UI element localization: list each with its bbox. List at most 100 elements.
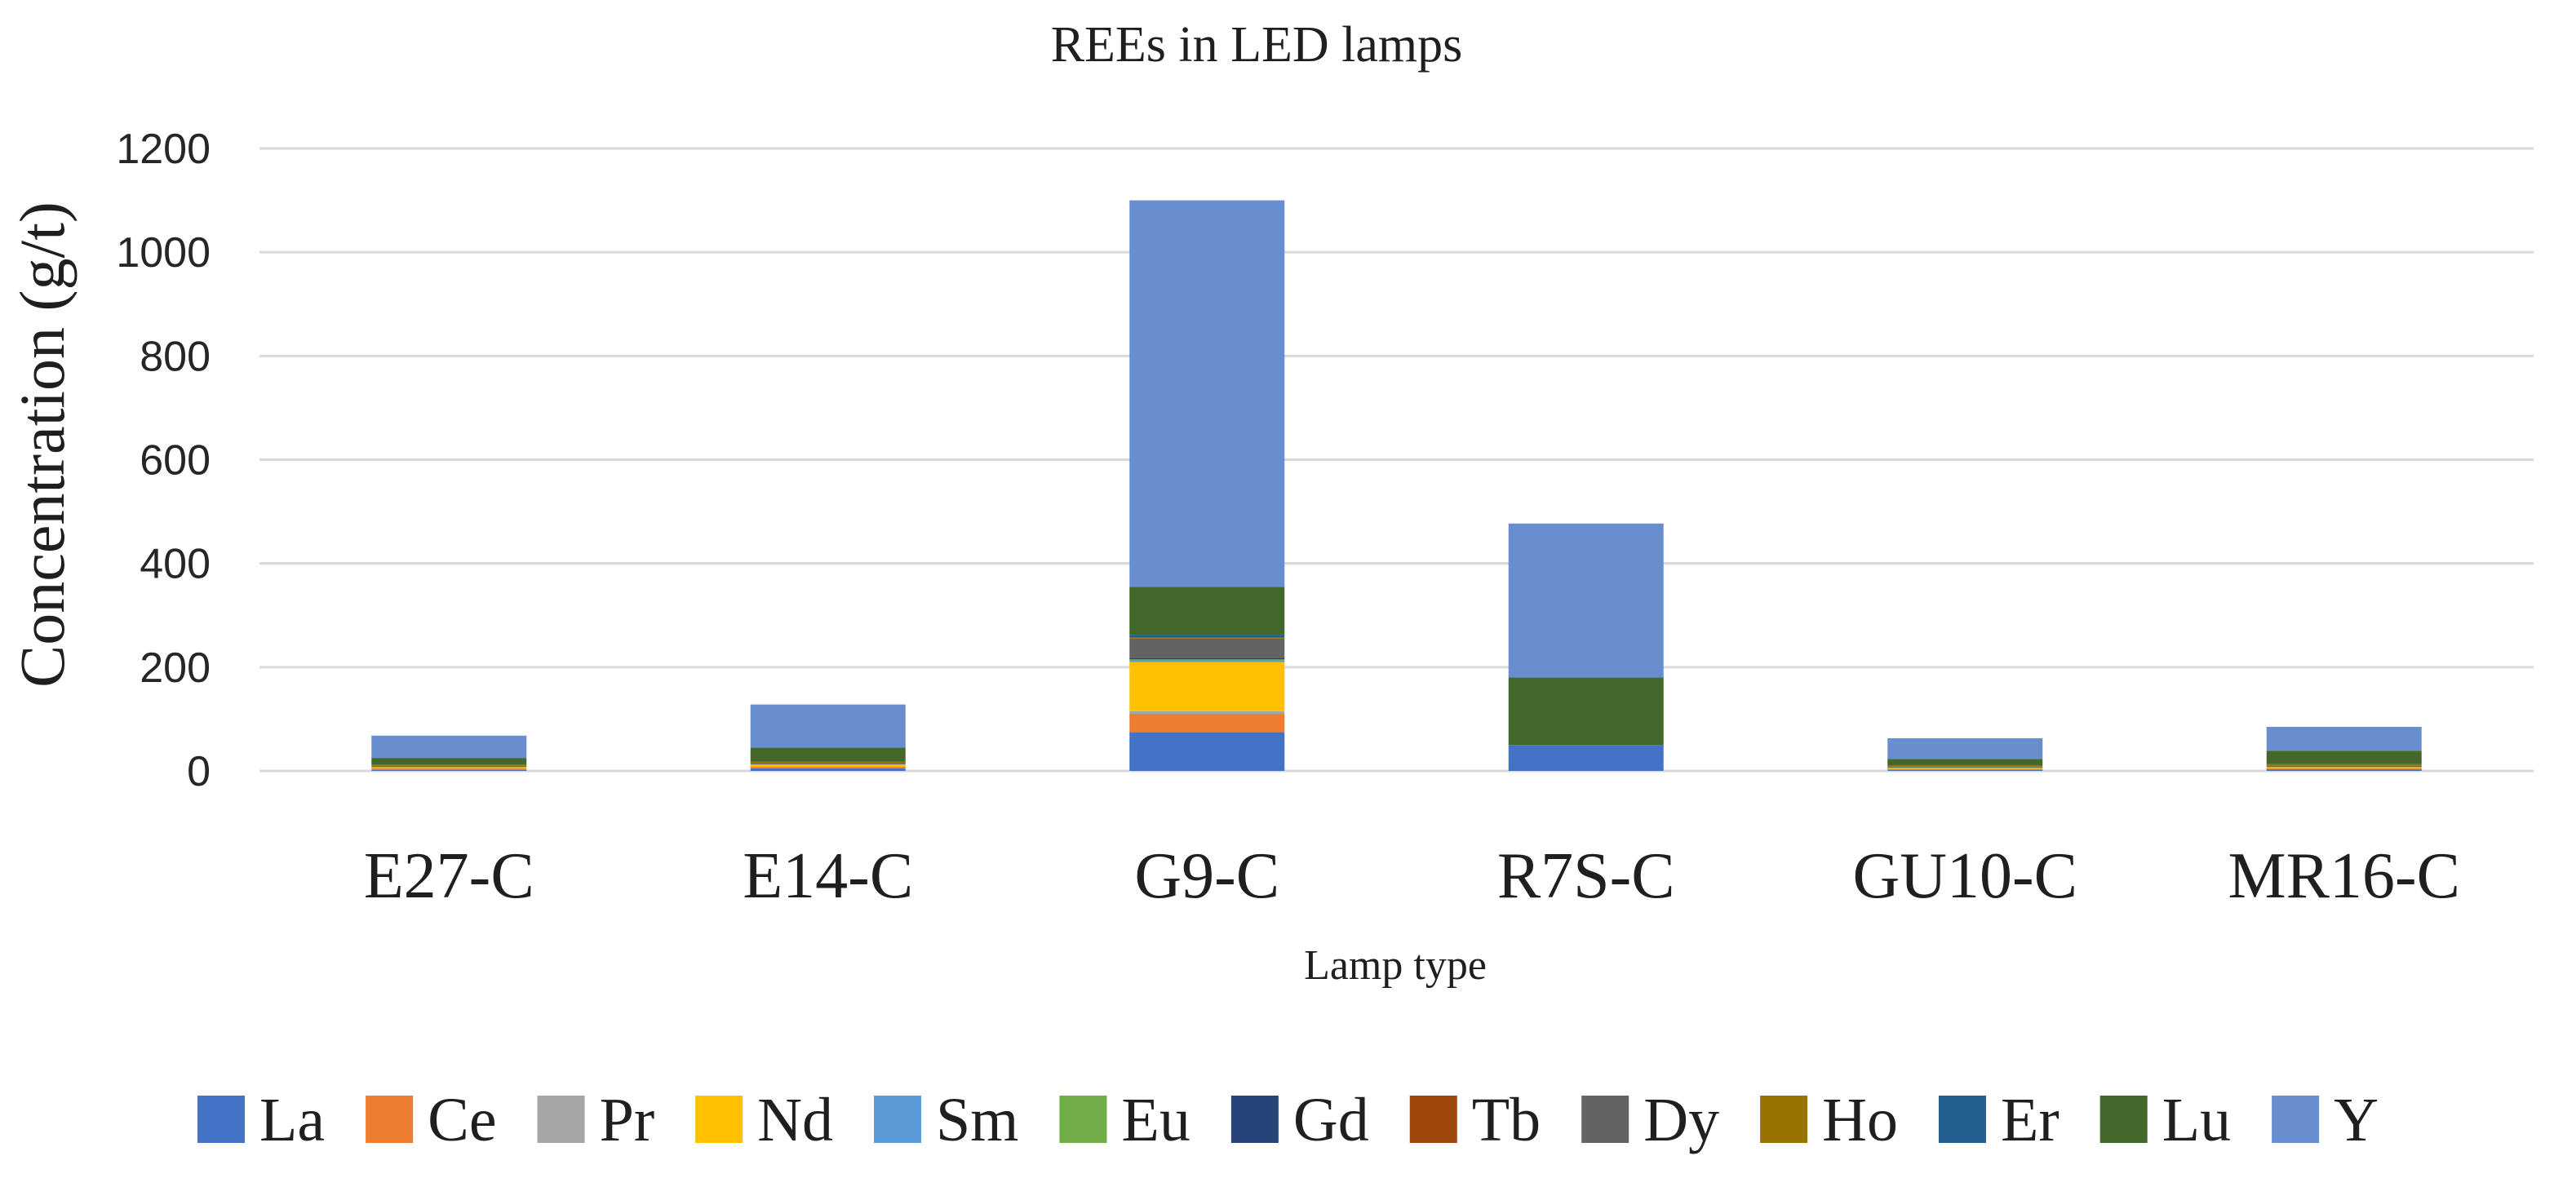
legend-label: La	[259, 1086, 325, 1154]
bar-segment-La-E14-C	[750, 768, 906, 771]
legend-item-Pr: Pr	[537, 1086, 655, 1154]
legend-label: Tb	[1472, 1086, 1541, 1154]
legend-swatch	[2099, 1096, 2148, 1143]
x-tick-label: G9-C	[1134, 840, 1279, 912]
bar-segment-Y-R7S-C	[1508, 523, 1664, 678]
bar-segment-Y-E14-C	[750, 704, 906, 748]
x-axis-ticks: E27-C E14-C G9-C R7S-C GU10-C MR16-C	[364, 840, 2460, 912]
bar-segment-Lu-MR16-C	[2266, 751, 2422, 764]
bar-segment-Eu-G9-C	[1129, 659, 1285, 661]
bar-segment-Tb-MR16-C	[2266, 765, 2422, 767]
bar-segment-Eu-MR16-C	[2266, 766, 2422, 768]
legend-swatch	[874, 1096, 922, 1143]
legend-swatch	[1409, 1096, 1457, 1143]
x-tick-label: R7S-C	[1497, 840, 1675, 912]
chart-title: REEs in LED lamps	[1051, 17, 1463, 73]
bar-stack-E27-C	[371, 735, 527, 771]
legend-label: Ho	[1822, 1086, 1898, 1154]
y-tick-label: 1200	[116, 126, 211, 173]
legend-item-Gd: Gd	[1230, 1086, 1369, 1154]
y-tick-label: 1000	[116, 229, 211, 277]
legend-label: Y	[2334, 1086, 2379, 1154]
x-tick-label: MR16-C	[2228, 840, 2461, 912]
bar-segment-Er-G9-C	[1129, 635, 1285, 638]
legend-label: Ce	[428, 1086, 496, 1154]
legend-label: Lu	[2162, 1086, 2231, 1154]
bar-segment-Lu-E14-C	[750, 747, 906, 762]
y-tick-label: 400	[140, 541, 211, 588]
legend-item-Sm: Sm	[874, 1086, 1018, 1154]
legend-item-Lu: Lu	[2099, 1086, 2231, 1154]
legend-label: Sm	[936, 1086, 1018, 1154]
legend-item-Nd: Nd	[695, 1086, 833, 1154]
bar-segment-Ce-G9-C	[1129, 714, 1285, 733]
bar-segment-Lu-E27-C	[371, 758, 527, 765]
x-tick-label: GU10-C	[1852, 840, 2077, 912]
x-axis-label: Lamp type	[1304, 942, 1487, 989]
legend-item-Er: Er	[1938, 1086, 2059, 1154]
bar-segment-Gd-GU10-C	[1887, 766, 2043, 768]
bar-segment-Lu-G9-C	[1129, 587, 1285, 636]
bar-segment-Ho-MR16-C	[2266, 764, 2422, 766]
bar-segment-Ho-G9-C	[1129, 637, 1285, 639]
bar-segment-Ce-GU10-C	[1887, 768, 2043, 770]
bar-segment-Lu-R7S-C	[1508, 677, 1664, 746]
legend-item-Dy: Dy	[1581, 1086, 1719, 1154]
bar-segment-La-GU10-C	[1887, 769, 2043, 771]
y-axis-label: Concentration (g/t)	[7, 202, 78, 688]
bar-segment-Y-GU10-C	[1887, 737, 2043, 760]
legend-swatch	[2272, 1096, 2320, 1143]
bar-segment-Gd-MR16-C	[2266, 766, 2422, 767]
legend-item-La: La	[197, 1086, 325, 1154]
bar-segment-La-G9-C	[1129, 732, 1285, 771]
legend-swatch	[197, 1096, 245, 1143]
gridlines	[259, 147, 2534, 773]
y-axis-ticks: 0 200 400 600 800 1000 1200	[116, 126, 211, 795]
bar-stack-E14-C	[750, 704, 906, 771]
bar-segment-Gd-E27-C	[371, 766, 527, 767]
legend-item-Ce: Ce	[366, 1086, 497, 1154]
y-tick-label: 0	[187, 748, 211, 795]
legend-swatch	[1230, 1096, 1279, 1143]
bar-segment-Ho-GU10-C	[1887, 765, 2043, 767]
legend-label: Nd	[757, 1086, 833, 1154]
legend-item-Y: Y	[2272, 1086, 2379, 1154]
legend-label: Dy	[1643, 1086, 1719, 1154]
bar-segment-Lu-GU10-C	[1887, 759, 2043, 766]
legend-item-Ho: Ho	[1760, 1086, 1898, 1154]
legend-item-Eu: Eu	[1059, 1086, 1190, 1154]
legend-label: Gd	[1293, 1086, 1369, 1154]
bar-stack-G9-C	[1129, 200, 1285, 771]
bar-stack-MR16-C	[2266, 726, 2422, 771]
legend-label: Pr	[600, 1086, 655, 1154]
bar-segment-Sm-G9-C	[1129, 660, 1285, 662]
legend-swatch	[1059, 1096, 1107, 1143]
bar-segment-Eu-E27-C	[371, 766, 527, 768]
legend-swatch	[1581, 1096, 1629, 1143]
bar-segment-Ce-E14-C	[750, 766, 906, 768]
bar-segment-Y-E27-C	[371, 735, 527, 759]
legend-item-Tb: Tb	[1409, 1086, 1541, 1154]
y-tick-label: 600	[140, 437, 211, 485]
legend-swatch	[695, 1096, 743, 1143]
legend-label: Eu	[1121, 1086, 1190, 1154]
bar-segment-Dy-G9-C	[1129, 638, 1285, 658]
bar-segment-Ce-MR16-C	[2266, 768, 2422, 770]
y-tick-label: 800	[140, 333, 211, 380]
bar-segment-La-MR16-C	[2266, 769, 2422, 771]
legend-swatch	[1938, 1096, 1986, 1143]
bar-segment-Tb-E27-C	[371, 765, 527, 767]
x-tick-label: E14-C	[743, 840, 913, 912]
bar-segment-Tb-G9-C	[1129, 657, 1285, 658]
y-tick-label: 200	[140, 644, 211, 692]
bar-segment-Y-G9-C	[1129, 200, 1285, 587]
bar-segment-Eu-E14-C	[750, 764, 906, 765]
bar-segment-La-E27-C	[371, 769, 527, 771]
legend-label: Er	[2001, 1086, 2059, 1154]
bar-segment-Ho-E14-C	[750, 761, 906, 764]
bars	[371, 200, 2422, 771]
legend-swatch	[366, 1096, 414, 1143]
bar-segment-Ce-E27-C	[371, 768, 527, 770]
bar-segment-Nd-G9-C	[1129, 662, 1285, 711]
legend-swatch	[537, 1096, 585, 1143]
